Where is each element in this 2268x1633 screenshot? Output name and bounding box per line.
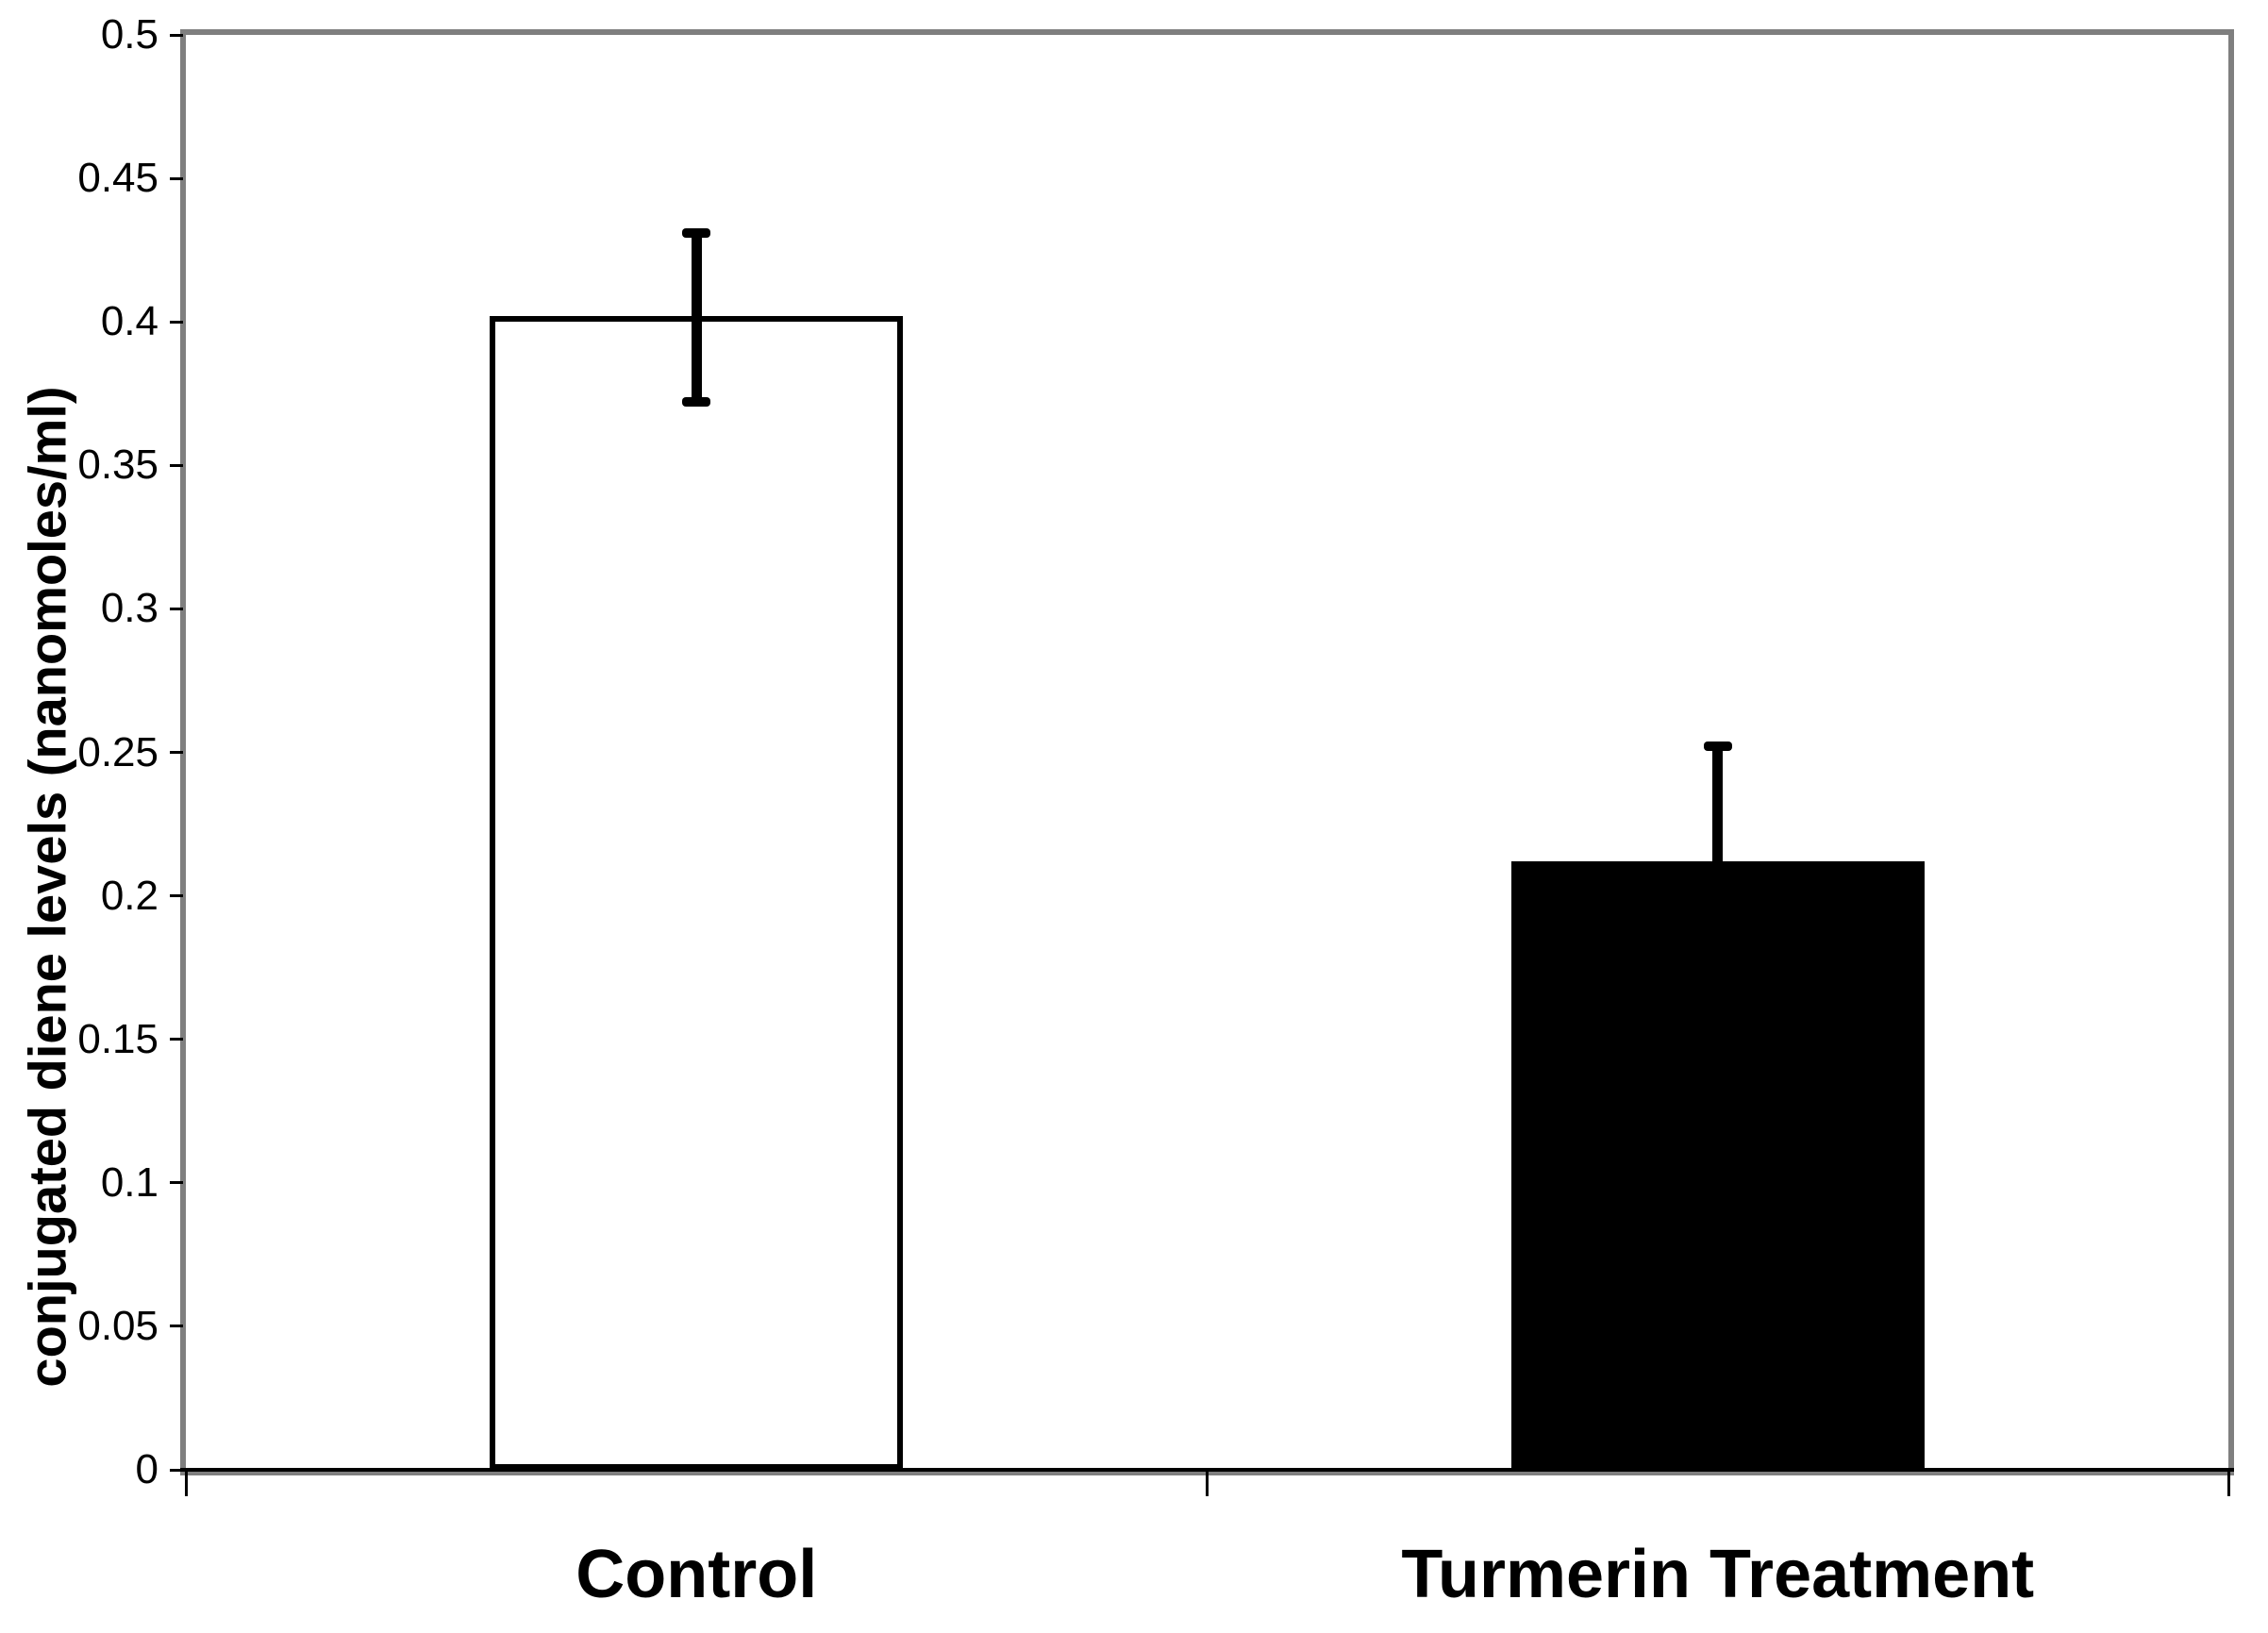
y-tick-label: 0.15	[77, 1015, 158, 1062]
error-bar-stem	[1712, 746, 1724, 862]
y-tick-mark	[170, 33, 183, 37]
y-tick-mark	[170, 320, 183, 324]
x-axis-line	[180, 1468, 2234, 1472]
y-tick-label: 0.3	[100, 585, 158, 632]
y-tick-label: 0.45	[77, 155, 158, 202]
bar	[1510, 861, 1925, 1470]
y-tick-mark	[170, 894, 183, 898]
y-tick-mark	[170, 176, 183, 180]
x-tick-mark	[2226, 1472, 2230, 1496]
error-bar-cap-top	[682, 227, 711, 238]
error-bar-cap-top	[1703, 742, 1732, 752]
y-tick-label: 0.05	[77, 1302, 158, 1349]
y-tick-mark	[170, 751, 183, 754]
error-bar-cap-bottom	[682, 397, 711, 408]
y-tick-label: 0.2	[100, 872, 158, 919]
y-tick-label: 0.35	[77, 442, 158, 489]
y-tick-label: 0.25	[77, 728, 158, 775]
y-tick-mark	[170, 1038, 183, 1041]
y-tick-label: 0.4	[100, 298, 158, 345]
y-tick-label: 0.1	[100, 1158, 158, 1206]
y-tick-label: 0.5	[100, 11, 158, 58]
error-bar-stem	[691, 232, 702, 403]
x-tick-mark	[184, 1472, 188, 1496]
y-tick-label: 0	[135, 1446, 158, 1492]
y-tick-mark	[170, 607, 183, 610]
y-tick-mark	[170, 463, 183, 467]
y-tick-mark	[170, 1325, 183, 1328]
x-tick-mark	[1206, 1472, 1209, 1496]
x-category-label: Control	[575, 1537, 818, 1612]
x-category-label: Turmerin Treatment	[1401, 1537, 2035, 1612]
bar	[490, 316, 904, 1470]
y-tick-mark	[170, 1181, 183, 1185]
y-tick-mark	[170, 1468, 183, 1472]
